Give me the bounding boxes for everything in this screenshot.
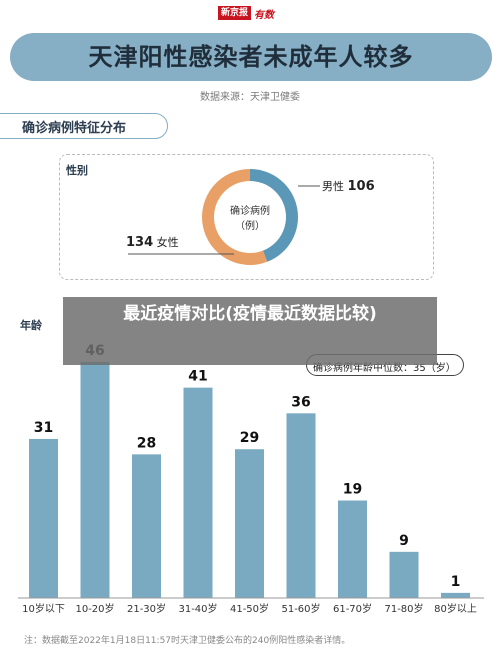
male-value: 106 (347, 179, 375, 194)
page-title: 天津阳性感染者未成年人较多 (88, 43, 414, 71)
male-name: 男性 (322, 180, 344, 193)
gender-donut (202, 169, 298, 265)
bar-value-label-2: 28 (137, 435, 156, 451)
gender-panel (59, 154, 434, 280)
age-label: 年龄 (20, 319, 42, 332)
gender-donut-svg: 确诊病例 （例） (128, 169, 320, 265)
x-tick-label-5: 51-60岁 (281, 602, 320, 615)
bar-8 (441, 592, 470, 598)
bar-4 (235, 449, 264, 598)
footnote: 注：数据截至2022年1月18日11:57时天津卫健委公布的240例阳性感染者详… (24, 636, 351, 646)
bar-value-label-3: 41 (188, 369, 207, 385)
title-banner: 天津阳性感染者未成年人较多 (10, 33, 492, 81)
x-tick-label-7: 71-80岁 (384, 602, 423, 615)
bar-value-label-7: 9 (399, 533, 409, 549)
donut-center-label-2: （例） (235, 219, 265, 232)
bar-value-label-8: 1 (451, 574, 461, 590)
female-value: 134 (126, 235, 154, 250)
median-text: 确诊病例年龄中位数：35（岁） (313, 363, 456, 374)
data-source: 数据来源：天津卫健委 (200, 92, 300, 103)
donut-center-label-1: 确诊病例 (230, 204, 270, 217)
brand-name: 新京报 (218, 6, 252, 20)
donut-slice-female (202, 169, 268, 265)
bar-2 (132, 454, 161, 598)
bar-6 (338, 500, 367, 598)
section-title: 确诊病例特征分布 (22, 121, 127, 136)
section-pill (0, 113, 168, 139)
bar-5 (286, 413, 316, 598)
male-label: 男性 106 (322, 178, 375, 194)
bar-value-label-0: 31 (34, 420, 53, 436)
x-tick-label-8: 80岁以上 (434, 602, 477, 615)
x-tick-label-4: 41-50岁 (230, 602, 269, 615)
bar-value-label-6: 19 (343, 482, 362, 498)
bar-1 (80, 362, 110, 598)
female-label: 134 女性 (126, 234, 179, 250)
bar-0 (29, 438, 58, 598)
bar-value-label-5: 36 (291, 394, 310, 410)
watermark-text: 最近疫情对比(疫情最近数据比较) (123, 304, 377, 324)
female-name: 女性 (156, 236, 179, 249)
bar-value-label-4: 29 (240, 430, 259, 446)
watermark-overlay (63, 297, 437, 365)
x-tick-label-0: 10岁以下 (22, 602, 65, 615)
bar-7 (389, 551, 419, 598)
x-tick-label-1: 10-20岁 (75, 602, 114, 615)
bars-group: 3110岁以下4610-20岁2821-30岁4131-40岁2941-50岁3… (18, 343, 484, 615)
brand-suffix: 有数 (254, 9, 275, 21)
donut-slice-male (250, 169, 298, 262)
bar-3 (183, 387, 213, 598)
brand-logo: 新京报 有数 (218, 6, 275, 21)
x-tick-label-2: 21-30岁 (127, 602, 166, 615)
x-tick-label-3: 31-40岁 (178, 602, 217, 615)
gender-label: 性别 (66, 164, 88, 177)
x-tick-label-6: 61-70岁 (333, 602, 372, 615)
